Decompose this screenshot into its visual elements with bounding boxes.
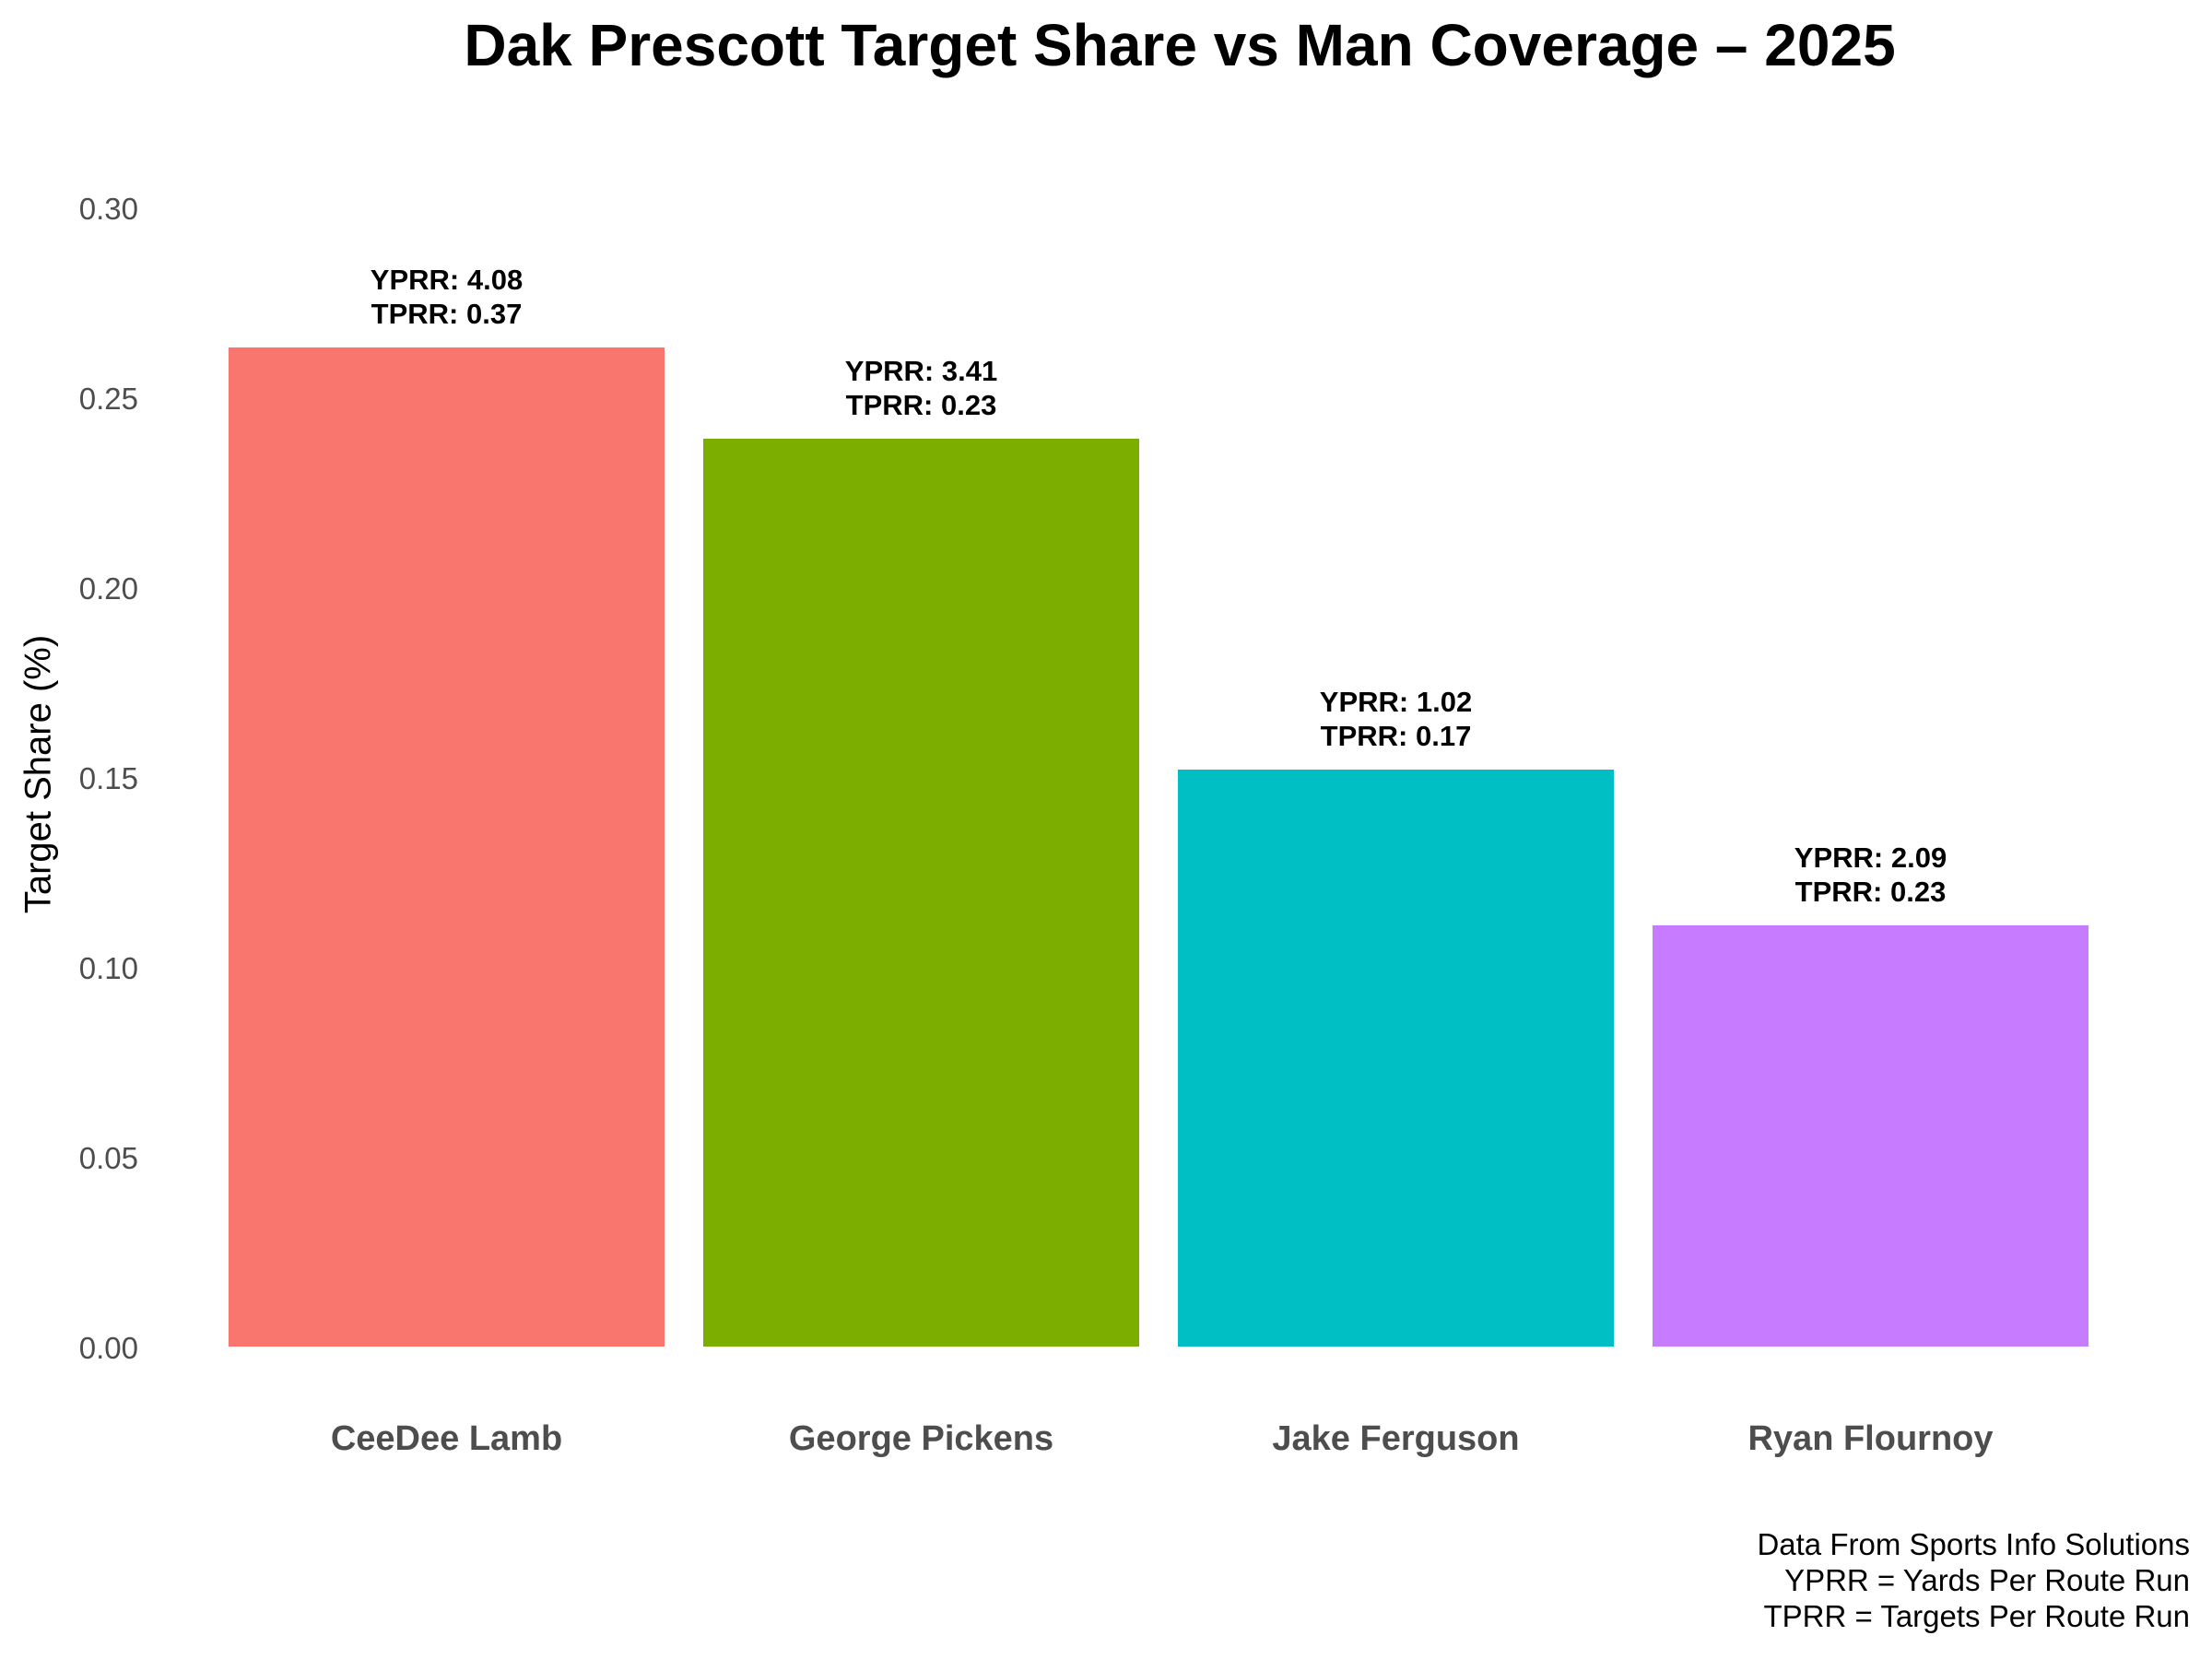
x-tick-label: Ryan Flournoy [1747, 1419, 1994, 1458]
annotation-yprr: YPRR: 1.02 [1319, 685, 1473, 718]
y-tick-label: 0.15 [78, 761, 138, 795]
bar-annotation: YPRR: 4.08 TPRR: 0.37 [371, 263, 523, 331]
y-tick-label: 0.00 [78, 1331, 138, 1365]
annotation-tprr: TPRR: 0.23 [1794, 875, 1947, 908]
chart-caption: Data From Sports Info Solutions YPRR = Y… [1757, 1526, 2190, 1634]
caption-yprr-definition: YPRR = Yards Per Route Run [1784, 1563, 2190, 1597]
bar-annotation: YPRR: 3.41 TPRR: 0.23 [845, 354, 997, 422]
y-tick-label: 0.20 [78, 571, 138, 606]
x-tick-label: CeeDee Lamb [330, 1419, 563, 1458]
annotation-yprr: YPRR: 2.09 [1794, 841, 1947, 874]
bar-annotation: YPRR: 1.02 TPRR: 0.17 [1320, 685, 1472, 753]
bar [1653, 924, 2088, 1347]
bar-annotation: YPRR: 2.09 TPRR: 0.23 [1794, 841, 1947, 909]
annotation-yprr: YPRR: 3.41 [844, 355, 998, 388]
caption-tprr-definition: TPRR = Targets Per Route Run [1763, 1599, 2190, 1633]
x-tick-label: George Pickens [788, 1419, 1054, 1458]
annotation-tprr: TPRR: 0.23 [845, 389, 997, 422]
chart-title: Dak Prescott Target Share vs Man Coverag… [464, 12, 1896, 78]
annotation-tprr: TPRR: 0.37 [371, 298, 523, 331]
bar [703, 439, 1139, 1347]
bar [229, 347, 665, 1347]
y-tick-label: 0.25 [78, 382, 138, 416]
y-tick-label: 0.10 [78, 951, 138, 985]
annotation-yprr: YPRR: 4.08 [370, 264, 524, 297]
caption-source: Data From Sports Info Solutions [1757, 1527, 2190, 1561]
y-tick-label: 0.30 [78, 192, 138, 226]
y-tick-label: 0.05 [78, 1141, 138, 1175]
bar [1178, 769, 1614, 1347]
x-tick-label: Jake Ferguson [1272, 1419, 1520, 1458]
y-axis-label: Target Share (%) [18, 634, 59, 914]
annotation-tprr: TPRR: 0.17 [1320, 719, 1472, 752]
